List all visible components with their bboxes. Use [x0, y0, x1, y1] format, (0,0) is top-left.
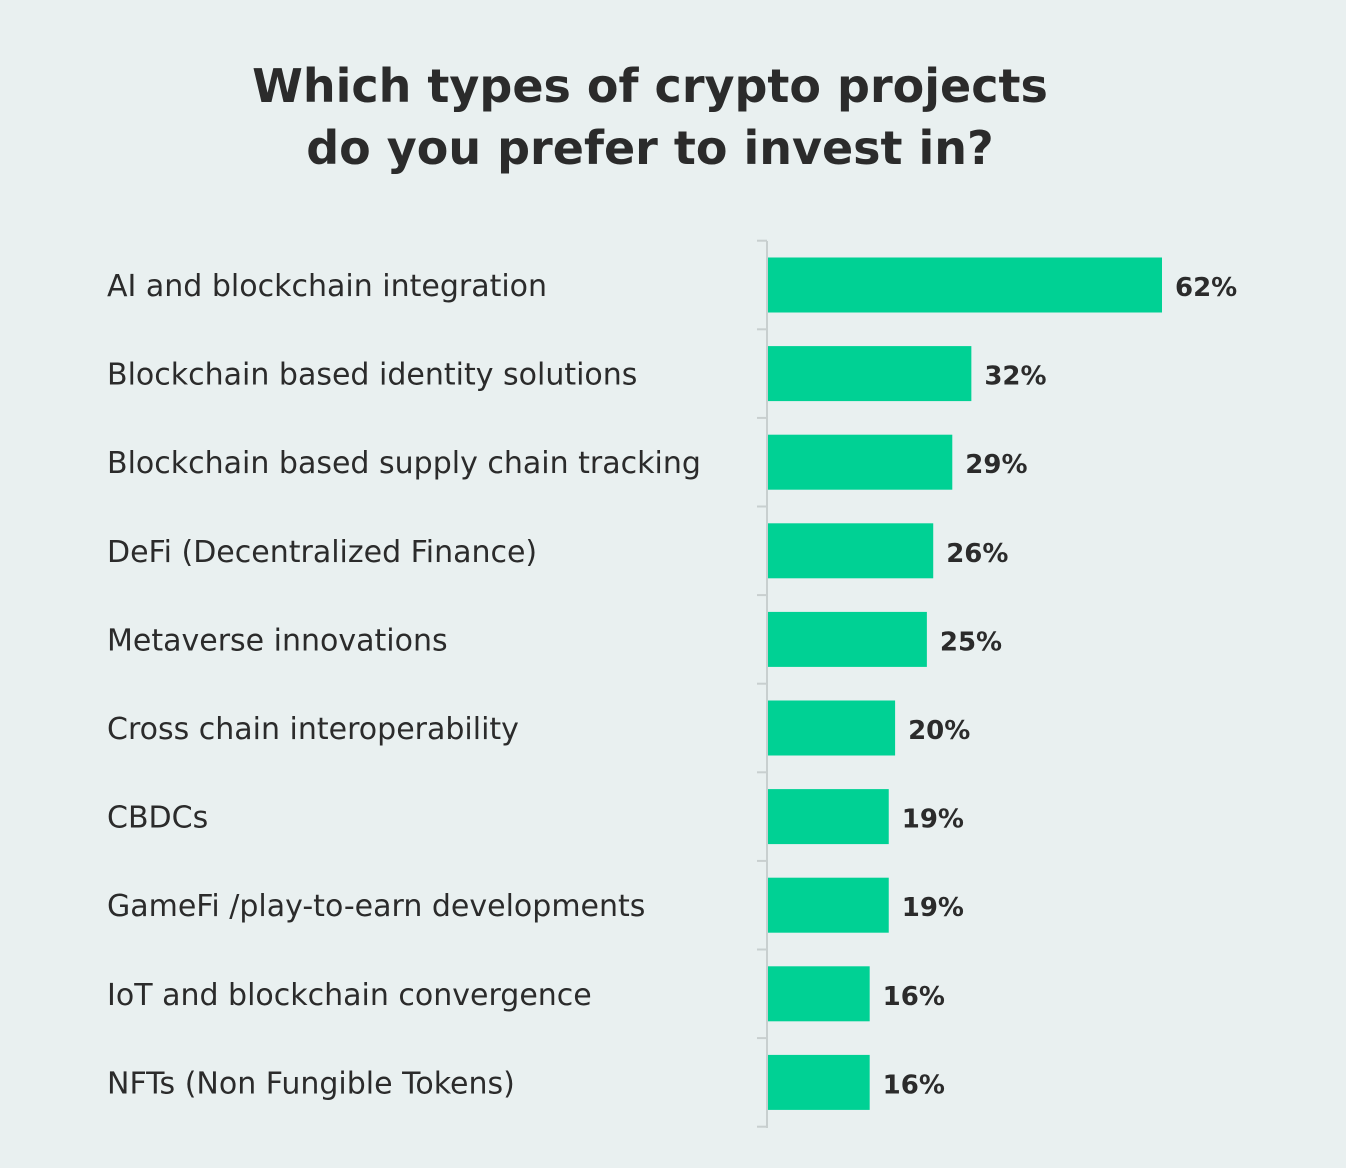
category-label: AI and blockchain integration	[107, 269, 547, 304]
bar	[768, 877, 889, 933]
bar	[768, 257, 1162, 313]
bar	[768, 523, 934, 579]
category-label: Blockchain based supply chain tracking	[107, 446, 701, 481]
data-label: 16%	[883, 982, 945, 1012]
data-label: 25%	[940, 627, 1002, 657]
category-label: IoT and blockchain convergence	[107, 978, 592, 1013]
data-label: 16%	[883, 1070, 945, 1100]
chart-title-line-1: Which types of crypto projects	[252, 59, 1048, 113]
chart-title-line-2: do you prefer to invest in?	[306, 121, 994, 175]
data-label: 20%	[908, 716, 970, 746]
category-label: NFTs (Non Fungible Tokens)	[107, 1066, 515, 1101]
category-label: CBDCs	[107, 801, 208, 836]
data-label: 62%	[1175, 273, 1237, 303]
chart-title: Which types of crypto projects do you pr…	[0, 55, 1300, 179]
data-label: 19%	[902, 805, 964, 835]
bar	[768, 611, 927, 667]
data-label: 19%	[902, 893, 964, 923]
category-label: Cross chain interoperability	[107, 712, 519, 747]
data-label: 32%	[984, 362, 1046, 392]
category-label: GameFi /play-to-earn developments	[107, 889, 645, 924]
bar	[768, 1054, 870, 1110]
category-label: DeFi (Decentralized Finance)	[107, 535, 537, 570]
bar	[768, 966, 870, 1022]
category-label: Blockchain based identity solutions	[107, 358, 637, 393]
bar	[768, 789, 889, 845]
data-label: 29%	[965, 450, 1027, 480]
bar	[768, 346, 972, 402]
category-label: Metaverse innovations	[107, 623, 448, 658]
data-label: 26%	[946, 539, 1008, 569]
bar	[768, 700, 896, 756]
bar	[768, 434, 953, 490]
